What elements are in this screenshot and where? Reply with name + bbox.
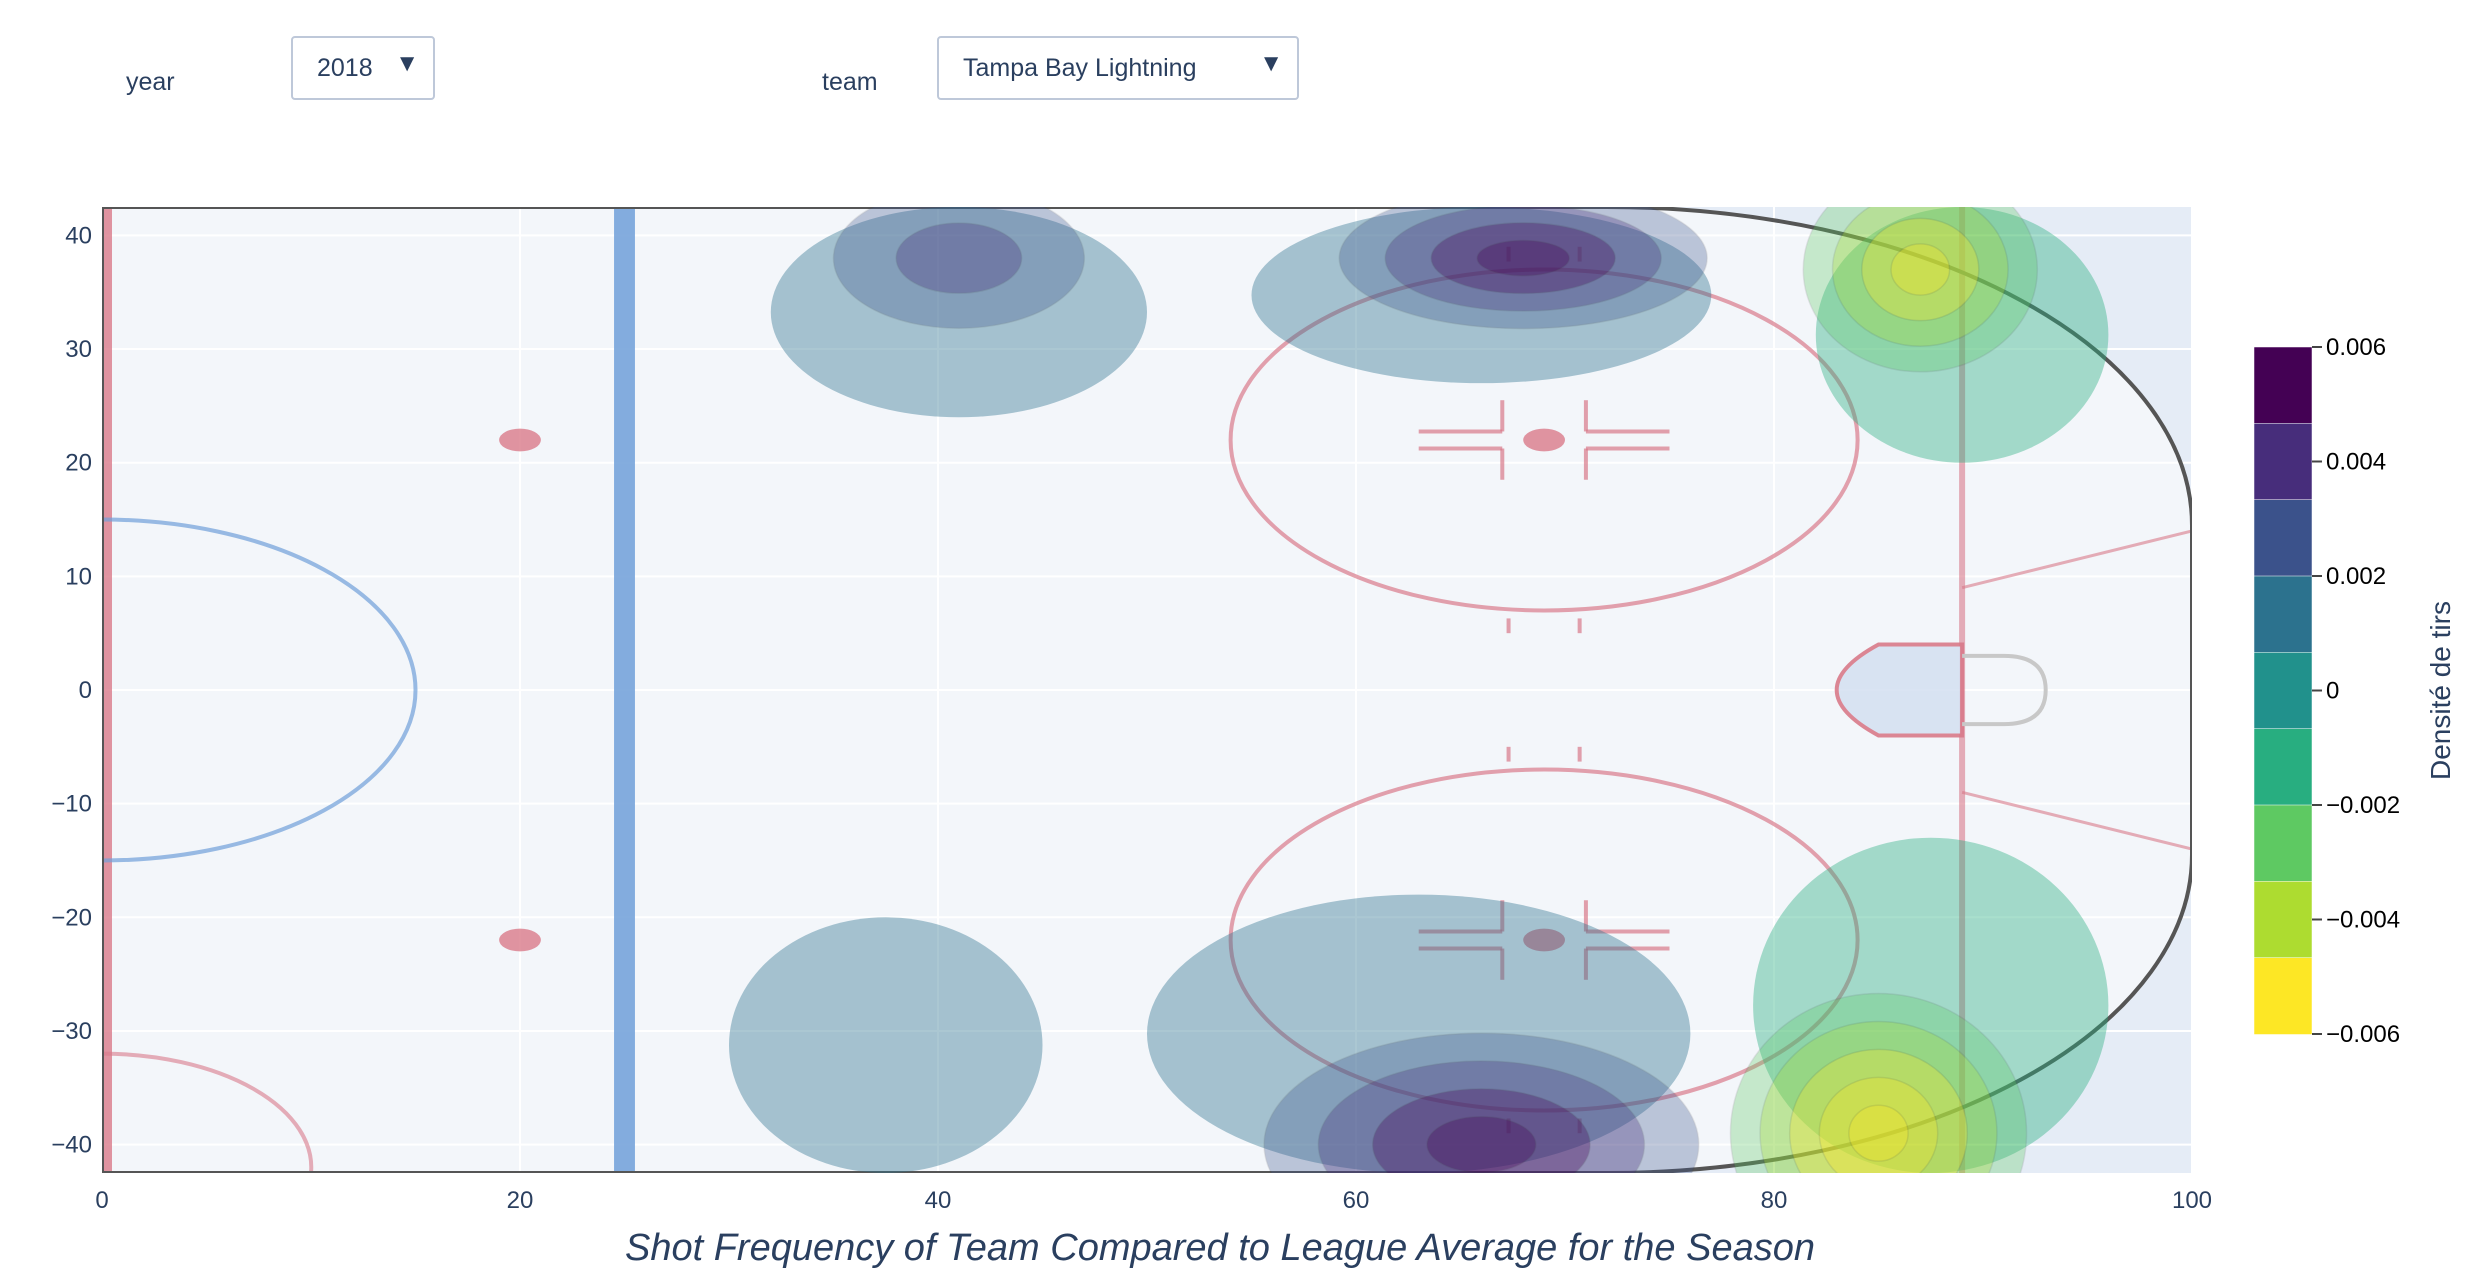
density-contour-level — [1818, 1076, 1939, 1173]
colorbar-segment — [2253, 499, 2313, 577]
zone-faceoff-dot — [1523, 928, 1565, 952]
chevron-down-icon: ▼ — [395, 50, 419, 77]
zone-faceoff-circle — [1228, 767, 1860, 1113]
density-contour-level — [1788, 1048, 1969, 1173]
density-contour-level — [1848, 1104, 1909, 1162]
x-tick-label: 80 — [1761, 1187, 1788, 1214]
blue-line — [614, 207, 635, 1173]
density-contour-level — [1317, 1060, 1646, 1173]
colorbar-tick-label: 0.002 — [2326, 563, 2386, 590]
density-contour-level — [1861, 217, 1980, 322]
neutral-faceoff-dot — [499, 428, 541, 452]
center-red-line — [102, 207, 112, 1173]
team-label: team — [822, 68, 878, 96]
density-contour-level — [1476, 239, 1570, 277]
y-tick-label: 40 — [65, 222, 92, 249]
density-contour-level — [1384, 207, 1662, 312]
density-contour-net-front-low — [1753, 837, 2109, 1173]
y-tick-label: −40 — [51, 1132, 92, 1159]
neutral-faceoff-dot — [499, 928, 541, 952]
density-contour-level — [1802, 207, 2039, 373]
y-tick-label: 0 — [79, 677, 92, 704]
chevron-down-icon: ▼ — [1259, 50, 1283, 77]
goal-net — [1962, 653, 2048, 727]
density-contour-right-circle-low — [1147, 894, 1691, 1173]
density-contour-level — [1729, 992, 2028, 1173]
density-contour-left-slot-high — [770, 207, 1147, 418]
year-dropdown-value: 2018 — [317, 54, 373, 82]
center-faceoff-circle-partial — [102, 1051, 314, 1173]
colorbar-tick-label: 0 — [2326, 678, 2339, 705]
density-contour-level — [1338, 207, 1708, 330]
zone-faceoff-dot — [1523, 428, 1565, 452]
density-contour-right-circle-high — [1251, 207, 1712, 384]
density-contour-level — [1890, 243, 1951, 296]
density-contour-level — [1426, 1116, 1537, 1173]
colorbar-tick-label: −0.004 — [2326, 907, 2400, 934]
y-tick-label: 20 — [65, 450, 92, 477]
density-contour-level — [895, 222, 1023, 294]
x-tick-label: 60 — [1343, 1187, 1370, 1214]
colorbar-tick-label: 0.006 — [2326, 334, 2386, 361]
density-contour-left-point-low — [729, 917, 1043, 1173]
y-tick-label: 30 — [65, 336, 92, 363]
colorbar-segment — [2253, 652, 2313, 730]
year-dropdown[interactable]: 2018 ▼ — [291, 36, 435, 100]
y-tick-label: −30 — [51, 1018, 92, 1045]
colorbar-segment — [2253, 881, 2313, 959]
density-contour-level — [1831, 207, 2009, 347]
trapezoid-line — [1961, 529, 2192, 590]
colorbar-segment — [2253, 804, 2313, 883]
center-circle — [102, 517, 418, 863]
colorbar-segment — [2253, 957, 2313, 1035]
density-contour-net-front-high — [1815, 207, 2109, 463]
colorbar-tick-label: 0.004 — [2326, 449, 2386, 476]
colorbar-segment — [2253, 346, 2313, 425]
rink-boards — [102, 207, 2192, 1173]
y-tick-label: 10 — [65, 563, 92, 590]
x-tick-label: 0 — [95, 1187, 108, 1214]
y-tick-label: −20 — [51, 904, 92, 931]
colorbar-segment — [2253, 423, 2313, 501]
y-tick-label: −10 — [51, 791, 92, 818]
colorbar-title: Densité de tirs — [2425, 601, 2456, 780]
density-contour-level — [1430, 222, 1616, 295]
x-tick-label: 40 — [925, 1187, 952, 1214]
x-tick-label: 20 — [507, 1187, 534, 1214]
density-contour-level — [1263, 1032, 1700, 1173]
colorbar-tick-label: −0.006 — [2326, 1021, 2400, 1048]
density-contour-level — [1759, 1020, 1998, 1173]
year-label: year — [126, 68, 175, 96]
x-tick-label: 100 — [2172, 1187, 2212, 1214]
colorbar-tick-label: −0.002 — [2326, 792, 2400, 819]
zone-faceoff-circle — [1228, 267, 1860, 613]
colorbar-segment — [2253, 728, 2313, 806]
trapezoid-line — [1961, 790, 2192, 851]
goal-crease — [1834, 642, 1965, 738]
density-contour-level — [832, 207, 1086, 329]
chart-title: Shot Frequency of Team Compared to Leagu… — [625, 1227, 1815, 1269]
density-contour-level — [1372, 1088, 1591, 1173]
team-dropdown[interactable]: Tampa Bay Lightning ▼ — [937, 36, 1299, 100]
colorbar-segment — [2253, 575, 2313, 654]
team-dropdown-value: Tampa Bay Lightning — [963, 54, 1197, 82]
